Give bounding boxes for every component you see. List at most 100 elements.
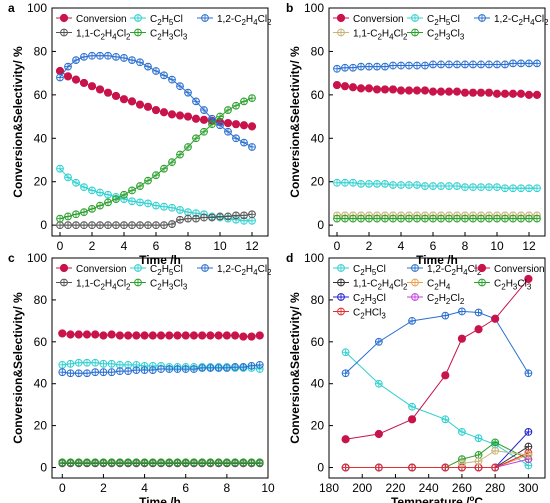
- data-point: [184, 143, 192, 151]
- y-tick-label: 40: [311, 377, 325, 391]
- data-point: [156, 331, 166, 340]
- data-point: [231, 458, 239, 467]
- data-point: [374, 379, 383, 388]
- data-point: [356, 84, 366, 93]
- data-point: [88, 51, 96, 60]
- data-point: [373, 214, 381, 223]
- x-tick-label: 0: [334, 239, 341, 253]
- data-point: [247, 122, 257, 131]
- data-point: [127, 97, 137, 106]
- legend-marker: [336, 13, 346, 23]
- data-point: [66, 359, 75, 368]
- legend-label: Conversion: [353, 14, 404, 25]
- data-point: [491, 446, 500, 455]
- data-point: [132, 458, 141, 467]
- data-point: [239, 121, 249, 130]
- legend-marker: [337, 264, 345, 272]
- data-point: [222, 458, 231, 467]
- x-tick-label: 10: [213, 239, 227, 253]
- data-point: [80, 183, 88, 192]
- x-tick-label: 8: [185, 239, 192, 253]
- legend-label: Conversion: [76, 14, 127, 25]
- data-point: [214, 458, 223, 467]
- x-tick-label: 10: [261, 481, 275, 495]
- data-point: [524, 451, 533, 459]
- y-tick-label: 100: [304, 251, 324, 265]
- data-point: [248, 210, 256, 219]
- legend-label: Conversion: [494, 264, 545, 275]
- data-point: [88, 186, 96, 195]
- data-point: [517, 184, 525, 193]
- data-point: [348, 83, 358, 92]
- data-point: [491, 438, 500, 447]
- legend-item: C2H3Cl: [333, 293, 386, 306]
- data-point: [404, 86, 414, 95]
- data-point: [248, 216, 256, 225]
- data-point: [340, 82, 350, 91]
- x-tick-label: 2: [89, 239, 96, 253]
- data-point: [144, 62, 152, 71]
- data-point: [88, 221, 96, 230]
- data-point: [441, 463, 450, 472]
- data-point: [144, 199, 152, 208]
- data-point: [64, 173, 72, 182]
- legend-marker: [411, 28, 419, 37]
- x-tick-label: 12: [245, 239, 259, 253]
- data-point: [461, 214, 469, 223]
- x-tick-label: 4: [121, 239, 128, 253]
- data-point: [461, 183, 469, 192]
- data-point: [437, 214, 445, 223]
- data-point: [168, 158, 176, 167]
- data-point: [189, 331, 199, 340]
- legend-marker: [60, 278, 68, 287]
- data-point: [175, 111, 185, 120]
- data-point: [199, 115, 209, 124]
- data-point: [500, 89, 510, 98]
- legend-label: 1,1-C2H4Cl2: [76, 29, 131, 42]
- data-point: [501, 60, 509, 69]
- data-point: [374, 337, 383, 346]
- data-point: [200, 106, 208, 114]
- legend-marker: [411, 14, 419, 22]
- data-point: [247, 458, 256, 467]
- x-tick-label: 10: [490, 239, 504, 253]
- legend-marker: [337, 278, 345, 287]
- data-point: [151, 105, 161, 115]
- data-point: [96, 188, 104, 197]
- data-point: [341, 214, 349, 223]
- data-point: [517, 214, 525, 223]
- y-tick-label: 100: [304, 1, 324, 15]
- legend-item: C2H4: [407, 279, 451, 292]
- data-point: [66, 330, 75, 339]
- data-point: [397, 214, 405, 223]
- legend-marker: [411, 293, 419, 301]
- data-point: [408, 316, 416, 325]
- series-line: [345, 431, 529, 469]
- y-tick-label: 80: [34, 44, 48, 58]
- data-point: [452, 87, 462, 96]
- legend-label: C2H3Cl: [353, 293, 386, 306]
- data-point: [124, 360, 133, 369]
- data-point: [255, 360, 264, 369]
- data-point: [461, 60, 469, 69]
- data-point: [132, 331, 141, 340]
- data-point: [74, 369, 83, 378]
- data-point: [214, 331, 223, 340]
- y-tick-label: 20: [34, 175, 48, 189]
- data-point: [99, 458, 108, 467]
- series-1-1-c2h4cl2: [341, 442, 533, 472]
- data-point: [388, 85, 398, 94]
- data-point: [357, 179, 365, 188]
- data-point: [248, 94, 256, 103]
- data-point: [99, 368, 108, 377]
- data-point: [64, 221, 72, 230]
- data-point: [184, 88, 192, 97]
- legend-label: 1,2-C2H4Cl2: [217, 14, 272, 27]
- x-tick-label: 240: [419, 481, 439, 495]
- data-point: [441, 415, 450, 424]
- data-point: [333, 178, 341, 187]
- data-point: [223, 118, 233, 128]
- x-tick-label: 0: [59, 481, 66, 495]
